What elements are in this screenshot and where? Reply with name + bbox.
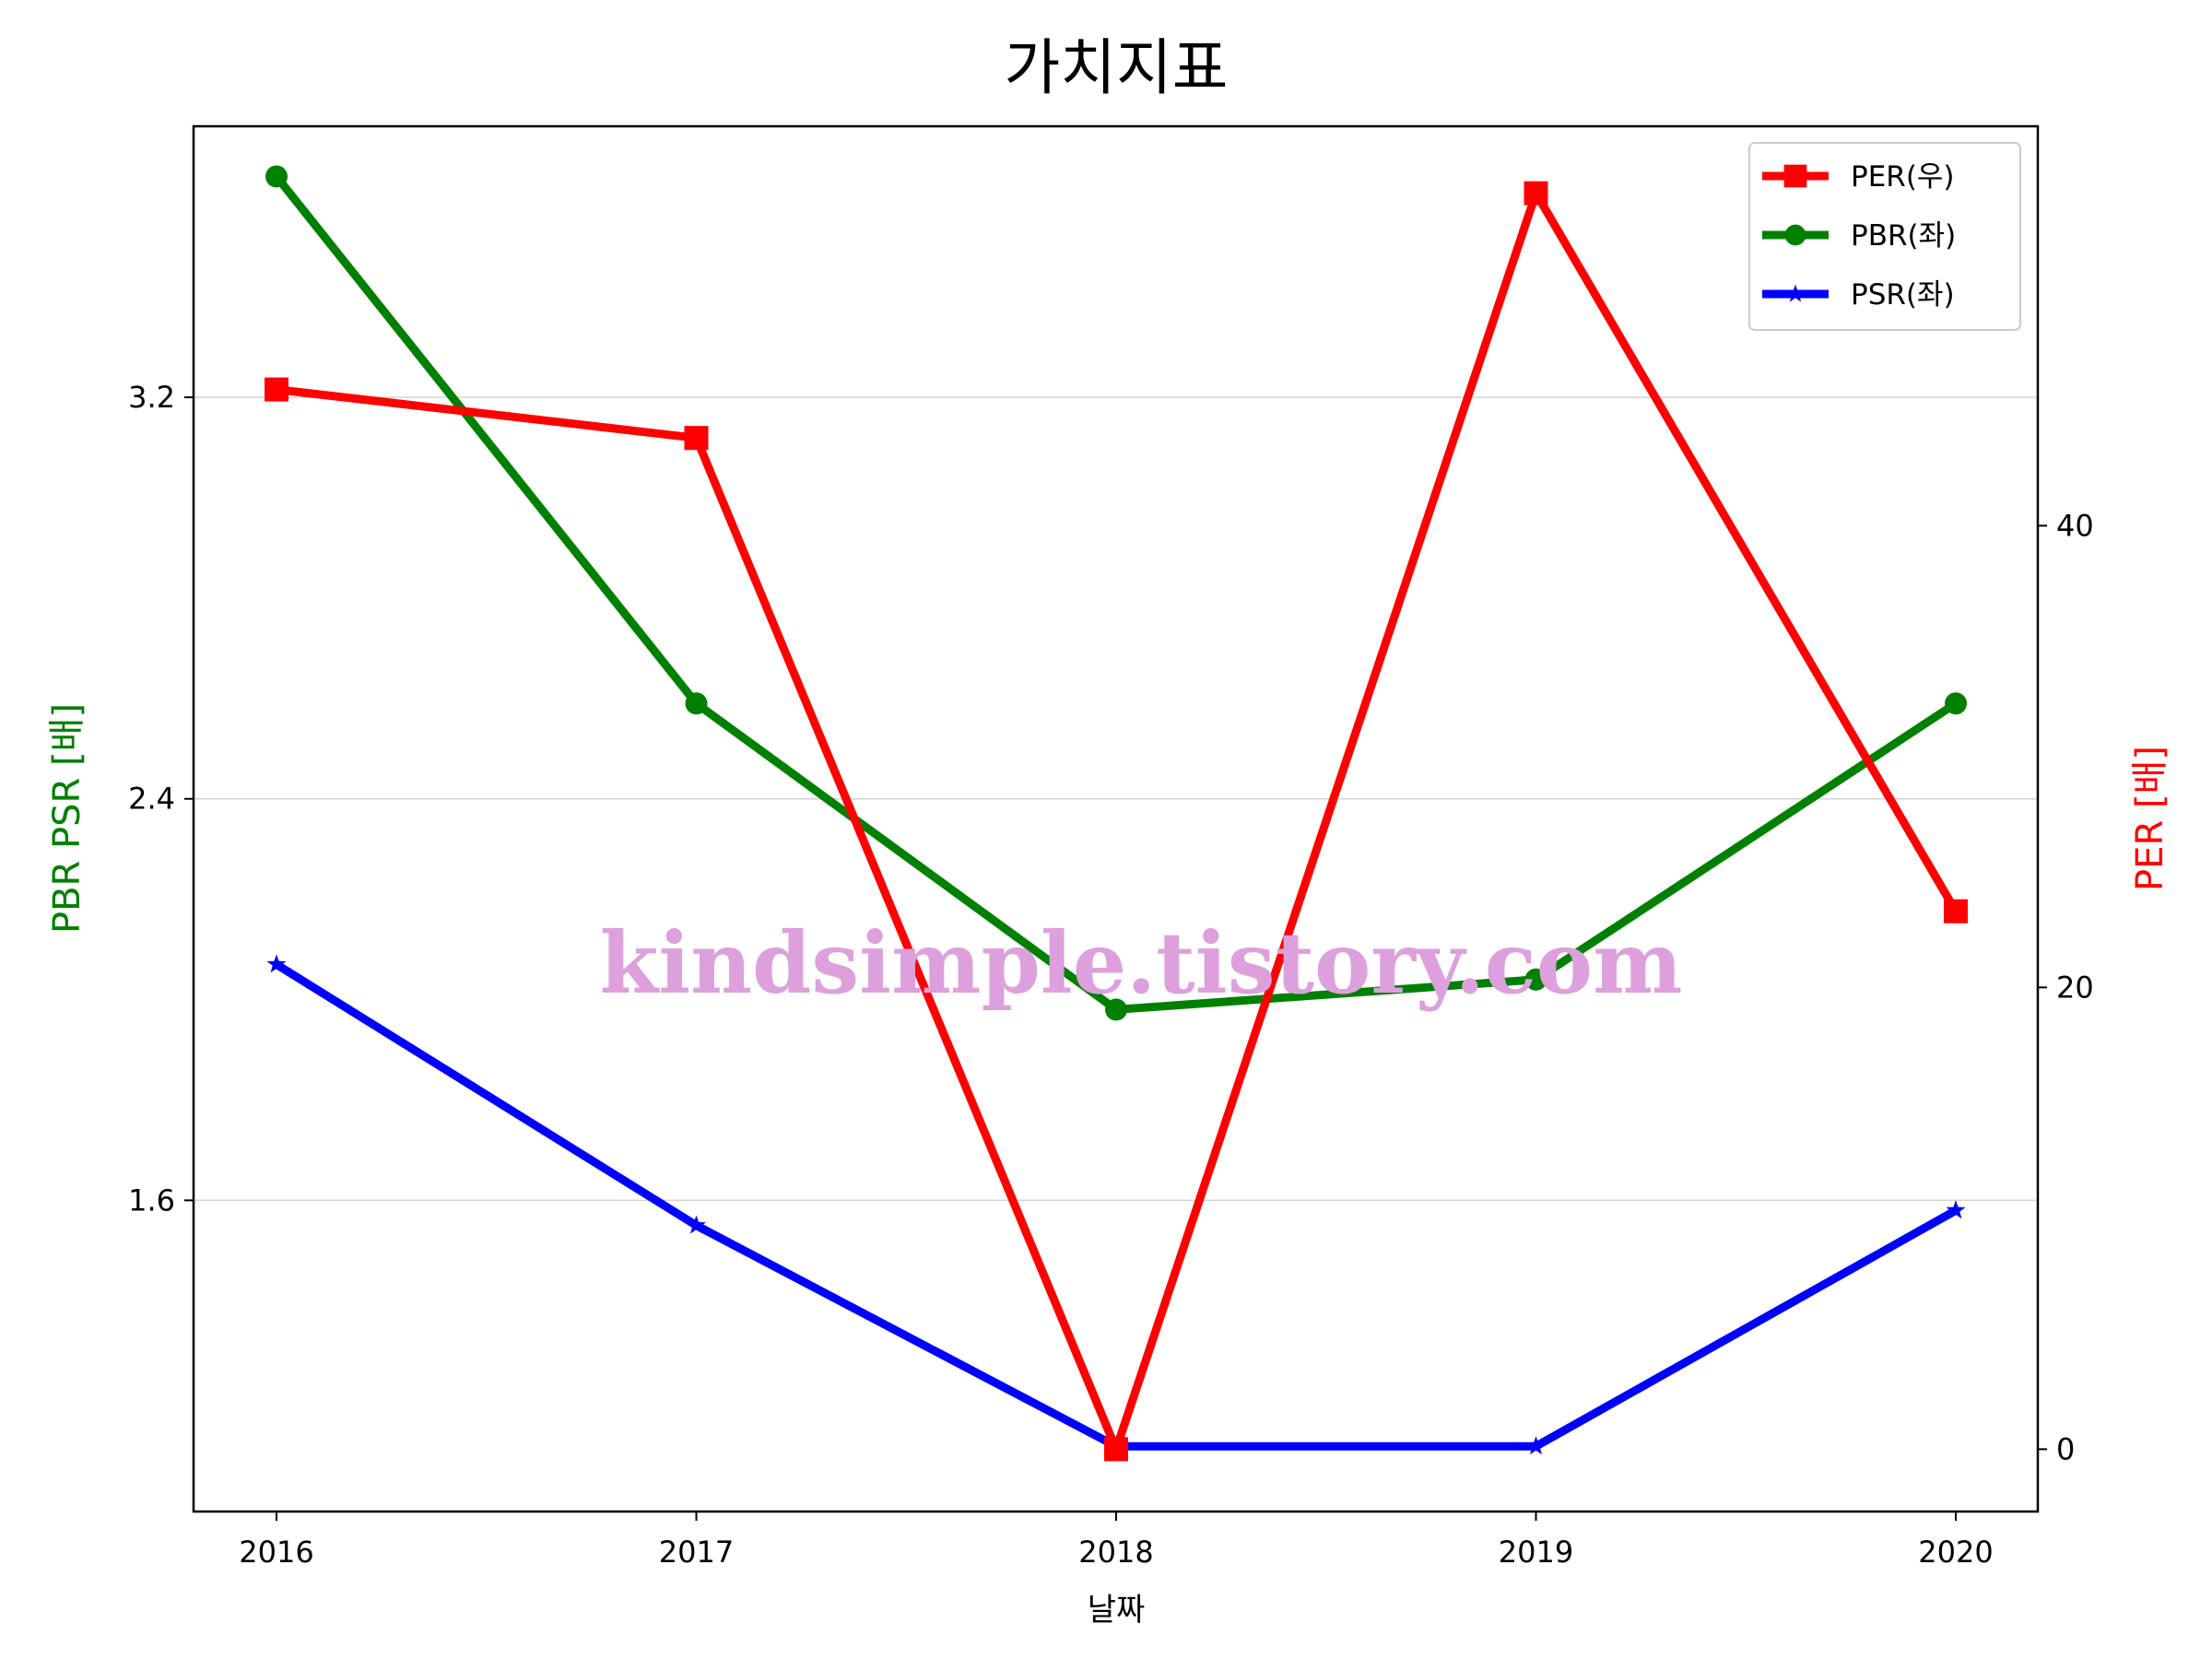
series-line <box>276 189 1959 1453</box>
y-left-tick-label: 1.6 <box>128 1182 175 1218</box>
series-PSR(좌) <box>266 954 1966 1455</box>
gridlines <box>194 396 2038 1202</box>
axis-ticks: 1.6 2.4 3.2 0 20 40 2016 2017 2018 2019 2020 <box>128 380 2094 1570</box>
data-point <box>684 426 709 451</box>
x-tick-label: 2019 <box>1499 1535 1573 1570</box>
legend-marker <box>1784 224 1806 246</box>
y-left-tick-label: 2.4 <box>128 782 175 817</box>
y-axis-label-left: PBR PSR [배] <box>46 703 88 934</box>
legend-label: PSR(좌) <box>1851 278 1955 312</box>
data-point <box>1105 998 1127 1021</box>
series-PER(우) <box>265 181 1968 1462</box>
plot-frame <box>192 124 2040 1513</box>
data-point <box>1945 692 1967 715</box>
x-axis-label: 날짜 <box>1088 1592 1146 1629</box>
legend-item: PSR(좌) <box>1762 278 1955 312</box>
data-point <box>685 692 708 715</box>
x-tick-label: 2016 <box>239 1535 313 1570</box>
x-tick-label: 2018 <box>1078 1535 1153 1570</box>
data-point <box>266 954 287 973</box>
data-point <box>1524 181 1548 206</box>
data-point <box>1104 1437 1128 1462</box>
data-point <box>687 1215 706 1234</box>
data-point <box>1944 899 1968 924</box>
series-PBR(좌) <box>265 165 1967 1021</box>
x-tick-label: 2020 <box>1918 1535 1993 1570</box>
data-point <box>265 165 288 188</box>
legend-label: PER(우) <box>1851 160 1955 194</box>
watermark: kindsimple.tistory.com <box>599 913 1682 1013</box>
x-tick-label: 2017 <box>659 1535 734 1570</box>
data-point <box>1946 1200 1966 1219</box>
data-point <box>1524 968 1547 991</box>
legend-frame <box>1748 142 2021 331</box>
y-axis-label-right: PER [배] <box>2129 746 2171 891</box>
legend: PER(우) PBR(좌) PSR(좌) <box>1748 142 2021 331</box>
y-right-tick-label: 40 <box>2056 508 2094 543</box>
legend-marker <box>1786 284 1805 302</box>
legend-item: PER(우) <box>1762 160 1955 194</box>
legend-label: PBR(좌) <box>1851 219 1956 253</box>
legend-item: PBR(좌) <box>1762 219 1956 253</box>
chart-title: 가치지표 <box>1005 32 1229 103</box>
y-right-tick-label: 0 <box>2056 1431 2075 1466</box>
series-layer <box>265 165 1968 1462</box>
y-right-tick-label: 20 <box>2056 970 2094 1005</box>
series-line <box>274 960 1959 1451</box>
y-left-tick-label: 3.2 <box>128 380 175 415</box>
series-line <box>273 173 1959 1014</box>
data-point <box>265 377 288 402</box>
legend-marker <box>1783 164 1807 188</box>
data-point <box>1526 1436 1546 1455</box>
